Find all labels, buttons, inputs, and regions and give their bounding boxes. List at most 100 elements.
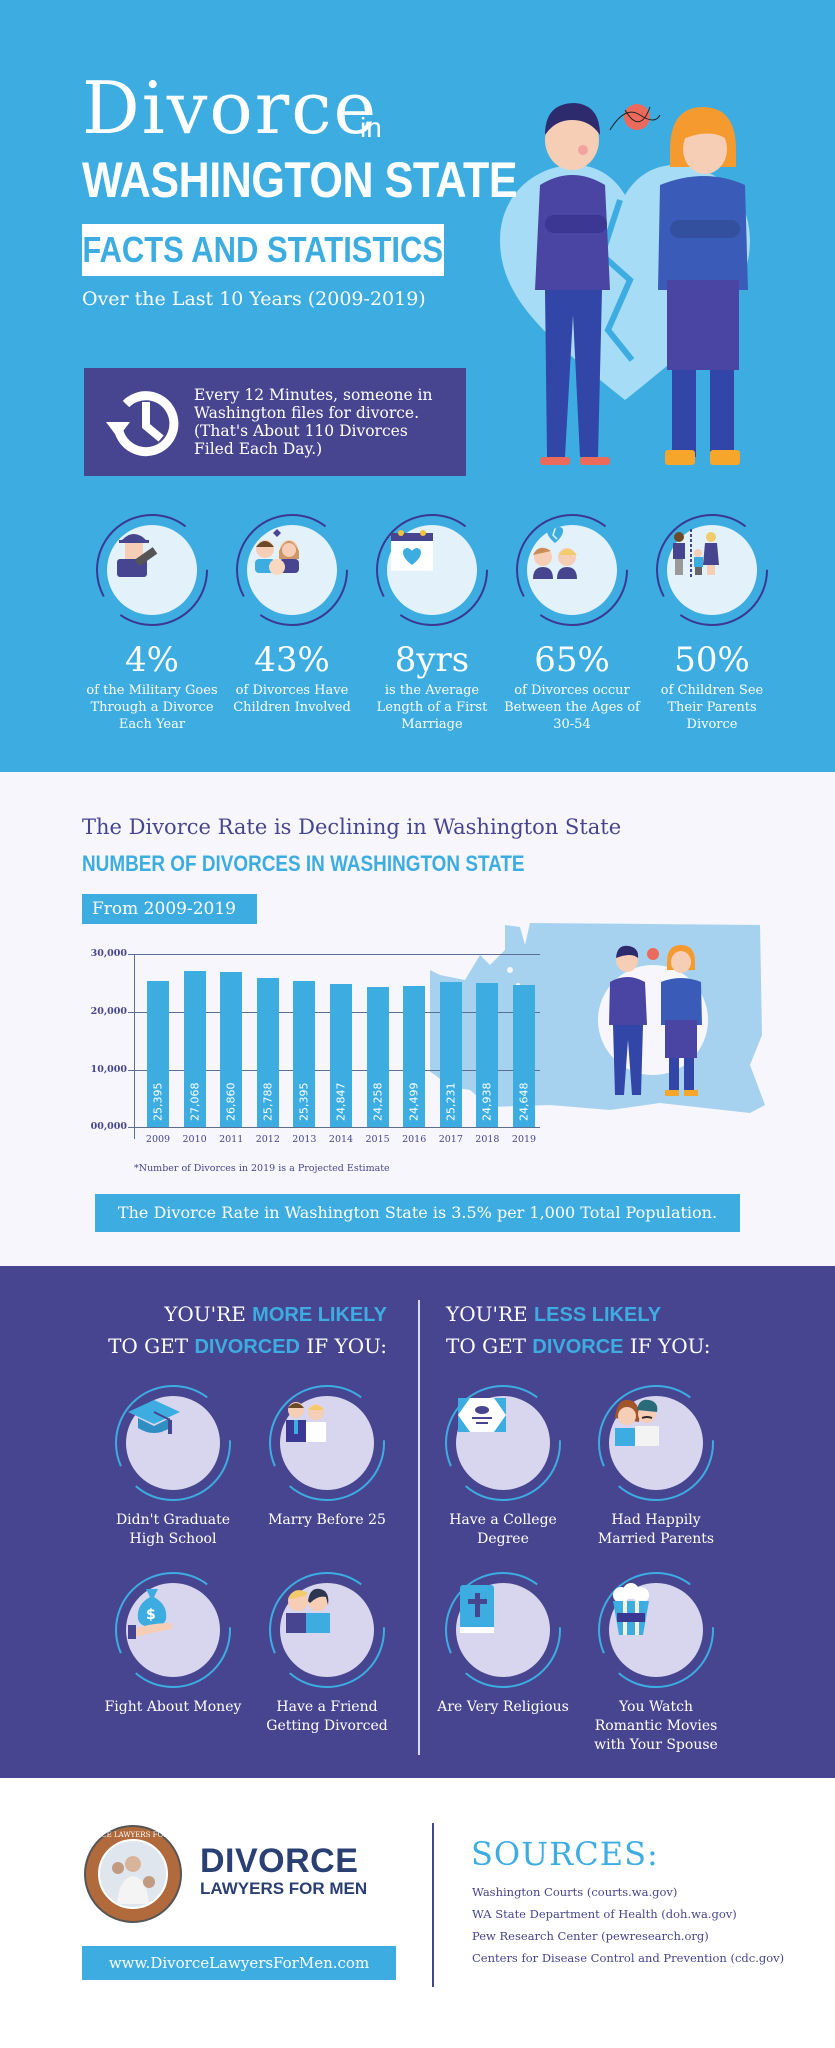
stat-value: 50% bbox=[674, 640, 750, 680]
money-bag-icon: $ bbox=[128, 1589, 172, 1639]
stat-value: 4% bbox=[125, 640, 179, 680]
x-tick: 2015 bbox=[365, 1134, 390, 1145]
factor-married-parents: Had Happily Married Parents bbox=[586, 1383, 726, 1549]
stat-description: of Divorces Have Children Involved bbox=[233, 683, 351, 715]
stat-value: 8yrs bbox=[394, 640, 470, 680]
bar-value-label: 24,938 bbox=[480, 1082, 494, 1121]
sources-title: SOURCES: bbox=[471, 1835, 659, 1873]
bar-value-label: 25,395 bbox=[297, 1082, 311, 1121]
less-likely-heading-line2: TO GET DIVORCE IF YOU: bbox=[446, 1330, 710, 1363]
footer-divider bbox=[432, 1823, 434, 1987]
x-tick: 2014 bbox=[328, 1134, 354, 1145]
more-likely-heading-line2: TO GET DIVORCED IF YOU: bbox=[108, 1330, 387, 1363]
title-washington-state: WASHINGTON STATE bbox=[82, 152, 518, 208]
bar-2009: 25,395 bbox=[147, 980, 169, 1127]
more-likely-heading-line1: YOU'RE MORE LIKELY bbox=[164, 1298, 387, 1331]
heading-highlight: LESS LIKELY bbox=[533, 1304, 662, 1326]
x-tick: 2011 bbox=[219, 1134, 244, 1145]
stat-military: 4% of the Military Goes Through a Divorc… bbox=[82, 512, 222, 733]
gridline bbox=[128, 954, 540, 955]
bar-2012: 25,788 bbox=[256, 978, 279, 1127]
title-divorce: Divorce bbox=[82, 66, 379, 150]
y-tick: 20,000 bbox=[90, 1006, 127, 1017]
bar-2013: 25,395 bbox=[293, 980, 316, 1127]
bride-groom-icon bbox=[286, 1402, 326, 1442]
column-divider bbox=[418, 1300, 420, 1755]
less-likely-heading-line1: YOU'RE LESS LIKELY bbox=[446, 1298, 661, 1331]
x-tick: 2013 bbox=[292, 1134, 317, 1145]
chart-title: NUMBER OF DIVORCES IN WASHINGTON STATE bbox=[82, 851, 525, 876]
source-item: Washington Courts (courts.wa.gov) bbox=[472, 1885, 678, 1899]
factor-label: Marry Before 25 bbox=[268, 1512, 386, 1528]
bar-2011: 26,860 bbox=[220, 972, 243, 1127]
factor-label: Didn't Graduate High School bbox=[115, 1512, 231, 1547]
factor-religious: Are Very Religious bbox=[433, 1570, 573, 1717]
x-tick: 2010 bbox=[182, 1134, 207, 1145]
x-tick: 2012 bbox=[255, 1134, 280, 1145]
source-item: Centers for Disease Control and Preventi… bbox=[472, 1951, 785, 1965]
bar-value-label: 25,788 bbox=[261, 1082, 275, 1121]
subtitle-date-range: Over the Last 10 Years (2009-2019) bbox=[82, 288, 426, 310]
facts-label: FACTS AND STATISTICS bbox=[82, 229, 444, 270]
svg-text:$: $ bbox=[146, 1607, 156, 1623]
brand-name-line1: DIVORCE bbox=[200, 1842, 359, 1880]
x-tick: 2016 bbox=[402, 1134, 427, 1145]
factor-label: Have a Friend Getting Divorced bbox=[266, 1699, 388, 1734]
source-item: WA State Department of Health (doh.wa.go… bbox=[472, 1907, 737, 1921]
factor-college-degree: Have a College Degree bbox=[433, 1383, 573, 1549]
stat-marriage-length: 8yrs is the Average Length of a First Ma… bbox=[362, 512, 502, 733]
factor-fight-money: $ Fight About Money bbox=[103, 1570, 243, 1717]
clock-history-icon bbox=[106, 391, 179, 457]
divorce-frequency-callout: Every 12 Minutes, someone in Washington … bbox=[84, 368, 466, 476]
bar-value-label: 24,258 bbox=[371, 1082, 385, 1121]
factor-friend-divorcing: Have a Friend Getting Divorced bbox=[257, 1570, 397, 1736]
bar-value-label: 25,231 bbox=[444, 1082, 458, 1121]
stat-ring bbox=[94, 512, 210, 628]
y-tick: 10,000 bbox=[90, 1064, 127, 1075]
bar-value-label: 26,860 bbox=[224, 1082, 238, 1121]
y-tick: 00,000 bbox=[90, 1121, 127, 1132]
divorce-rate-banner: The Divorce Rate in Washington State is … bbox=[95, 1194, 740, 1232]
heading-highlight: DIVORCE bbox=[532, 1336, 624, 1358]
likelihood-section bbox=[0, 1266, 835, 1778]
stat-description: of Divorces occur Between the Ages of 30… bbox=[504, 683, 640, 732]
upset-couple-illustration bbox=[535, 103, 748, 465]
heading-text: TO GET bbox=[446, 1334, 533, 1358]
broken-heart-couple-icon bbox=[533, 527, 577, 579]
stat-children-see-divorce: 50% of Children See Their Parents Divorc… bbox=[642, 512, 782, 733]
chart-footnote: *Number of Divorces in 2019 is a Project… bbox=[134, 1163, 390, 1174]
bar-value-label: 27,068 bbox=[188, 1082, 202, 1121]
calendar-heart-icon bbox=[391, 530, 433, 571]
chart-section-heading: The Divorce Rate is Declining in Washing… bbox=[82, 815, 622, 839]
stat-value: 65% bbox=[534, 640, 610, 680]
stat-ring bbox=[374, 512, 490, 628]
heading-text: IF YOU: bbox=[623, 1334, 711, 1358]
graduation-cap-icon bbox=[128, 1400, 180, 1434]
y-axis-line bbox=[134, 954, 135, 1139]
factor-label: Are Very Religious bbox=[437, 1699, 569, 1715]
x-tick: 2009 bbox=[145, 1134, 171, 1145]
heading-text: TO GET bbox=[108, 1334, 195, 1358]
bar-value-label: 24,499 bbox=[407, 1082, 421, 1121]
stat-ring bbox=[234, 512, 350, 628]
factor-label: You Watch Romantic Movies with Your Spou… bbox=[594, 1699, 718, 1753]
stat-value: 43% bbox=[254, 640, 330, 680]
bar-2017: 25,231 bbox=[439, 981, 462, 1127]
friends-icon bbox=[286, 1588, 330, 1633]
website-link[interactable]: www.DivorceLawyersForMen.com bbox=[82, 1946, 396, 1980]
stat-description: is the Average Length of a First Marriag… bbox=[376, 683, 488, 732]
title-in: in bbox=[360, 112, 382, 143]
bar-2015: 24,258 bbox=[366, 987, 389, 1127]
stat-ring bbox=[654, 512, 770, 628]
facts-and-statistics-banner: FACTS AND STATISTICS bbox=[82, 224, 444, 276]
bar-2014: 24,847 bbox=[330, 983, 352, 1127]
heading-highlight: DIVORCED bbox=[194, 1336, 301, 1358]
stat-ring bbox=[514, 512, 630, 628]
factor-romantic-movies: You Watch Romantic Movies with Your Spou… bbox=[586, 1570, 726, 1755]
stat-description: of Children See Their Parents Divorce bbox=[660, 683, 764, 732]
y-tick: 30,000 bbox=[90, 948, 127, 959]
callout-text: Every 12 Minutes, someone in Washington … bbox=[194, 386, 433, 458]
soldier-icon bbox=[117, 534, 158, 577]
x-tick: 2018 bbox=[475, 1134, 500, 1145]
factor-label: Have a College Degree bbox=[449, 1512, 557, 1547]
